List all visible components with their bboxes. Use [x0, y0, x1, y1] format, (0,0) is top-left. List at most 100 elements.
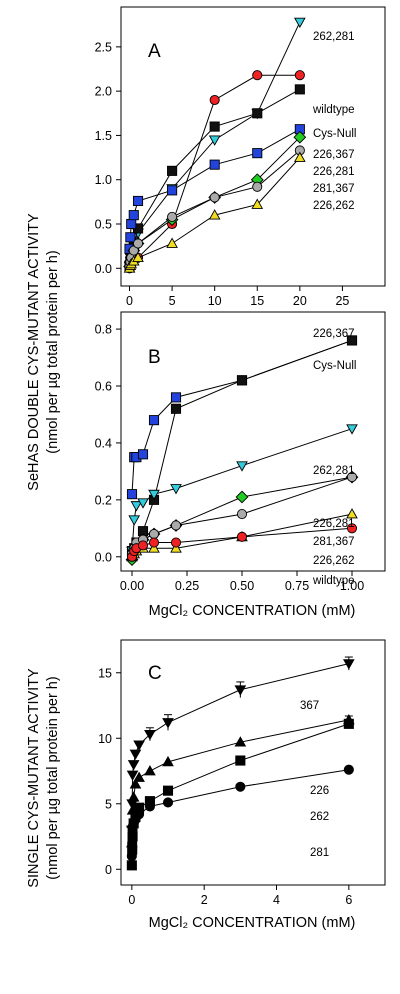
series-label-wildtype: wildtype	[312, 104, 355, 116]
data-point	[167, 165, 178, 176]
series-wildtype	[126, 523, 358, 562]
data-point	[346, 335, 358, 346]
plot-frame	[120, 6, 386, 287]
data-point	[132, 251, 144, 263]
data-point	[343, 764, 354, 775]
data-point	[132, 195, 144, 207]
data-point	[129, 749, 142, 760]
data-point	[343, 659, 355, 670]
data-point	[236, 461, 248, 472]
x-tick-label: 4	[273, 893, 280, 907]
data-point	[148, 537, 160, 548]
series-line	[129, 88, 301, 267]
data-point	[234, 685, 247, 696]
series-262-281	[126, 424, 358, 558]
data-point	[126, 489, 138, 500]
x-tick-label: 0.25	[175, 579, 199, 593]
panel-c: C 0 2 4 6 0 5 10 15 MgCl₂ CONCENTRATION (mM) 367 22…	[98, 639, 386, 931]
data-point	[130, 501, 143, 512]
data-point	[148, 542, 160, 553]
y-tick-label: 0.2	[95, 493, 112, 507]
series-label-226-281: 226,281	[313, 518, 355, 530]
data-point	[132, 238, 144, 249]
data-point	[346, 424, 358, 435]
y-tick-label: 1.0	[95, 173, 112, 187]
data-point	[294, 84, 305, 95]
y-axis-label-c: SINGLE CYS-MUTANT ACTIVITY	[26, 668, 42, 888]
data-point	[137, 540, 149, 551]
y-tick-label: 5	[105, 797, 112, 811]
y-tick-label: 10	[98, 732, 112, 746]
data-point	[126, 860, 137, 871]
data-point	[126, 218, 137, 230]
y-axis-sublabel-c: (nmol per µg total protein per h)	[45, 676, 61, 879]
x-axis-label: MgCl₂ CONCENTRATION (mM)	[149, 603, 356, 619]
data-point	[134, 809, 145, 820]
series-226-262	[123, 151, 306, 273]
y-tick-label: 0.4	[95, 436, 112, 450]
y-tick-label: 0.0	[95, 262, 112, 276]
series-label-262: 262	[310, 811, 329, 823]
series-label-281: 281	[310, 847, 329, 859]
y-axis-label-ab: SeHAS DOUBLE CYS-MUTANT ACTIVITY	[26, 213, 42, 491]
x-tick-label: 0.50	[230, 579, 254, 593]
panel-letter: A	[148, 41, 161, 62]
x-tick-label: 20	[293, 294, 307, 308]
series-label-262-281: 262,281	[313, 465, 355, 477]
x-tick-label: 0.75	[285, 579, 309, 593]
data-point	[170, 542, 182, 553]
data-point	[236, 375, 248, 386]
series-label-226: 226	[310, 785, 329, 797]
data-point	[133, 740, 145, 751]
data-point	[148, 528, 160, 540]
series-line	[131, 663, 349, 830]
data-point	[209, 121, 220, 132]
x-tick-label: 15	[250, 294, 264, 308]
panel-a: A 0 5 10 15 20 25 0.0 0.5 1.0 1.5 2.0 2.5 262,281 wild…	[95, 6, 386, 308]
data-point	[125, 232, 136, 243]
panel-letter: C	[148, 663, 162, 684]
data-point	[126, 770, 139, 781]
x-tick-label: 6	[345, 893, 352, 907]
y-tick-label: 0.6	[95, 380, 112, 394]
series-label-wildtype: wildtype	[312, 575, 355, 587]
data-point	[170, 392, 182, 403]
data-point	[252, 181, 263, 192]
data-point	[294, 17, 306, 29]
data-point	[252, 70, 263, 81]
data-point	[127, 760, 140, 771]
series-label-226-281: 226,281	[313, 166, 355, 178]
y-tick-label: 2.0	[95, 85, 112, 99]
y-tick-label: 15	[98, 666, 112, 680]
data-point	[128, 515, 141, 526]
data-point	[126, 851, 137, 862]
data-point	[346, 523, 358, 534]
data-point	[167, 211, 178, 222]
data-point	[234, 736, 247, 747]
x-tick-label: 25	[335, 294, 349, 308]
plot-frame	[120, 639, 386, 886]
y-tick-label: 0.0	[95, 550, 112, 564]
data-point	[162, 718, 174, 729]
data-point	[129, 778, 142, 789]
series-label-226-367: 226,367	[313, 328, 355, 340]
data-point	[148, 415, 160, 426]
x-tick-label: 0.00	[120, 579, 144, 593]
data-point	[294, 151, 306, 162]
series-line	[129, 128, 301, 249]
data-point	[293, 130, 307, 144]
x-tick-label: 0	[128, 893, 135, 907]
series-cys-null	[124, 84, 305, 272]
series-label-cys-null: Cys-Null	[313, 360, 356, 372]
series-label-281-367: 281,367	[313, 183, 355, 195]
data-point	[137, 498, 149, 509]
x-tick-label: 2	[201, 893, 208, 907]
x-tick-label: 1.00	[340, 579, 364, 593]
data-point	[144, 765, 156, 776]
series-label-262-281: 262,281	[313, 31, 355, 43]
data-point	[235, 490, 249, 504]
series-label-cys-null: Cys-Null	[313, 128, 356, 140]
y-tick-label: 1.5	[95, 129, 112, 143]
series-label-281-367: 281,367	[313, 536, 355, 548]
